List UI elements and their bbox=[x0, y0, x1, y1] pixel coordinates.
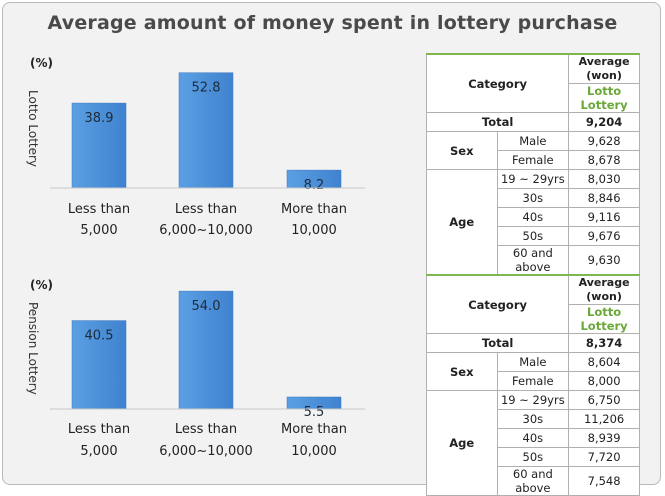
unit-label-2: (%) bbox=[30, 278, 53, 292]
total-label: Total bbox=[425, 333, 570, 353]
data-label: 54.0 bbox=[192, 299, 221, 314]
category-header: Category bbox=[425, 274, 570, 334]
age-row-value: 8,030 bbox=[568, 169, 640, 189]
sex-row-label: Female bbox=[496, 150, 570, 170]
age-row-value: 8,939 bbox=[568, 428, 640, 448]
lottery-name: Lotto Lottery bbox=[568, 83, 640, 113]
age-label: Age bbox=[426, 169, 498, 275]
page-title: Average amount of money spent in lottery… bbox=[47, 12, 618, 34]
category-label: 5,000 bbox=[80, 444, 117, 459]
age-row-value: 8,846 bbox=[568, 188, 640, 208]
total-label: Total bbox=[425, 112, 570, 132]
sex-label: Sex bbox=[426, 131, 498, 170]
stats-table-1: Category Average (won) Lotto Lottery Tota… bbox=[425, 53, 640, 275]
category-label: 5,000 bbox=[80, 223, 117, 238]
total-value: 8,374 bbox=[568, 333, 640, 353]
avg-header: Average (won) bbox=[568, 274, 640, 305]
category-label: 6,000~10,000 bbox=[159, 444, 253, 459]
total-value: 9,204 bbox=[568, 112, 640, 132]
data-label: 8.2 bbox=[304, 178, 325, 193]
category-label: Less than bbox=[175, 422, 237, 437]
unit-label-1: (%) bbox=[30, 56, 53, 70]
sex-row-label: Female bbox=[496, 371, 570, 391]
sex-label: Sex bbox=[426, 352, 498, 391]
age-row-label: 19 ~ 29yrs bbox=[496, 169, 570, 189]
age-row-value: 9,676 bbox=[568, 226, 640, 246]
lottery-name: Lotto Lottery bbox=[568, 304, 640, 334]
category-label: More than bbox=[281, 202, 347, 217]
stats-table-2: Category Average (won) Lotto Lottery Tota… bbox=[425, 274, 640, 496]
sex-row-value: 8,678 bbox=[568, 150, 640, 170]
age-row-label: 50s bbox=[496, 447, 570, 467]
data-label: 5.5 bbox=[304, 405, 325, 420]
age-row-label: 40s bbox=[496, 207, 570, 227]
sex-row-label: Male bbox=[496, 352, 570, 372]
category-label: 10,000 bbox=[291, 444, 337, 459]
data-label: 40.5 bbox=[85, 329, 114, 344]
chart-pension: 40.5 Less than 5,000 54.0 Less than 6,000~10,… bbox=[50, 290, 365, 459]
age-row-label: 30s bbox=[496, 409, 570, 429]
age-row-label: 60 and above bbox=[496, 245, 570, 275]
age-label: Age bbox=[426, 390, 498, 496]
sex-row-label: Male bbox=[496, 131, 570, 151]
age-row-value: 9,116 bbox=[568, 207, 640, 227]
category-label: Less than bbox=[68, 202, 130, 217]
age-row-label: 60 and above bbox=[496, 466, 570, 496]
bar bbox=[71, 320, 127, 410]
age-row-value: 6,750 bbox=[568, 390, 640, 410]
data-label: 38.9 bbox=[85, 111, 114, 126]
category-label: More than bbox=[281, 422, 347, 437]
category-label: 10,000 bbox=[291, 223, 337, 238]
bar bbox=[178, 72, 234, 189]
age-row-label: 30s bbox=[496, 188, 570, 208]
category-label: Less than bbox=[175, 202, 237, 217]
category-label: Less than bbox=[68, 422, 130, 437]
data-label: 52.8 bbox=[192, 81, 221, 96]
age-row-value: 11,206 bbox=[568, 409, 640, 429]
age-row-value: 9,630 bbox=[568, 245, 640, 275]
sex-row-value: 9,628 bbox=[568, 131, 640, 151]
avg-header: Average (won) bbox=[568, 53, 640, 84]
chart-lotto: 38.9 Less than 5,000 52.8 Less than 6,000~10,… bbox=[50, 72, 365, 238]
bar bbox=[71, 102, 127, 189]
bar bbox=[178, 290, 234, 410]
category-header: Category bbox=[425, 53, 570, 113]
age-row-value: 7,548 bbox=[568, 466, 640, 496]
age-row-label: 40s bbox=[496, 428, 570, 448]
age-row-label: 50s bbox=[496, 226, 570, 246]
age-row-label: 19 ~ 29yrs bbox=[496, 390, 570, 410]
age-row-value: 7,720 bbox=[568, 447, 640, 467]
sex-row-value: 8,604 bbox=[568, 352, 640, 372]
category-label: 6,000~10,000 bbox=[159, 223, 253, 238]
sex-row-value: 8,000 bbox=[568, 371, 640, 391]
